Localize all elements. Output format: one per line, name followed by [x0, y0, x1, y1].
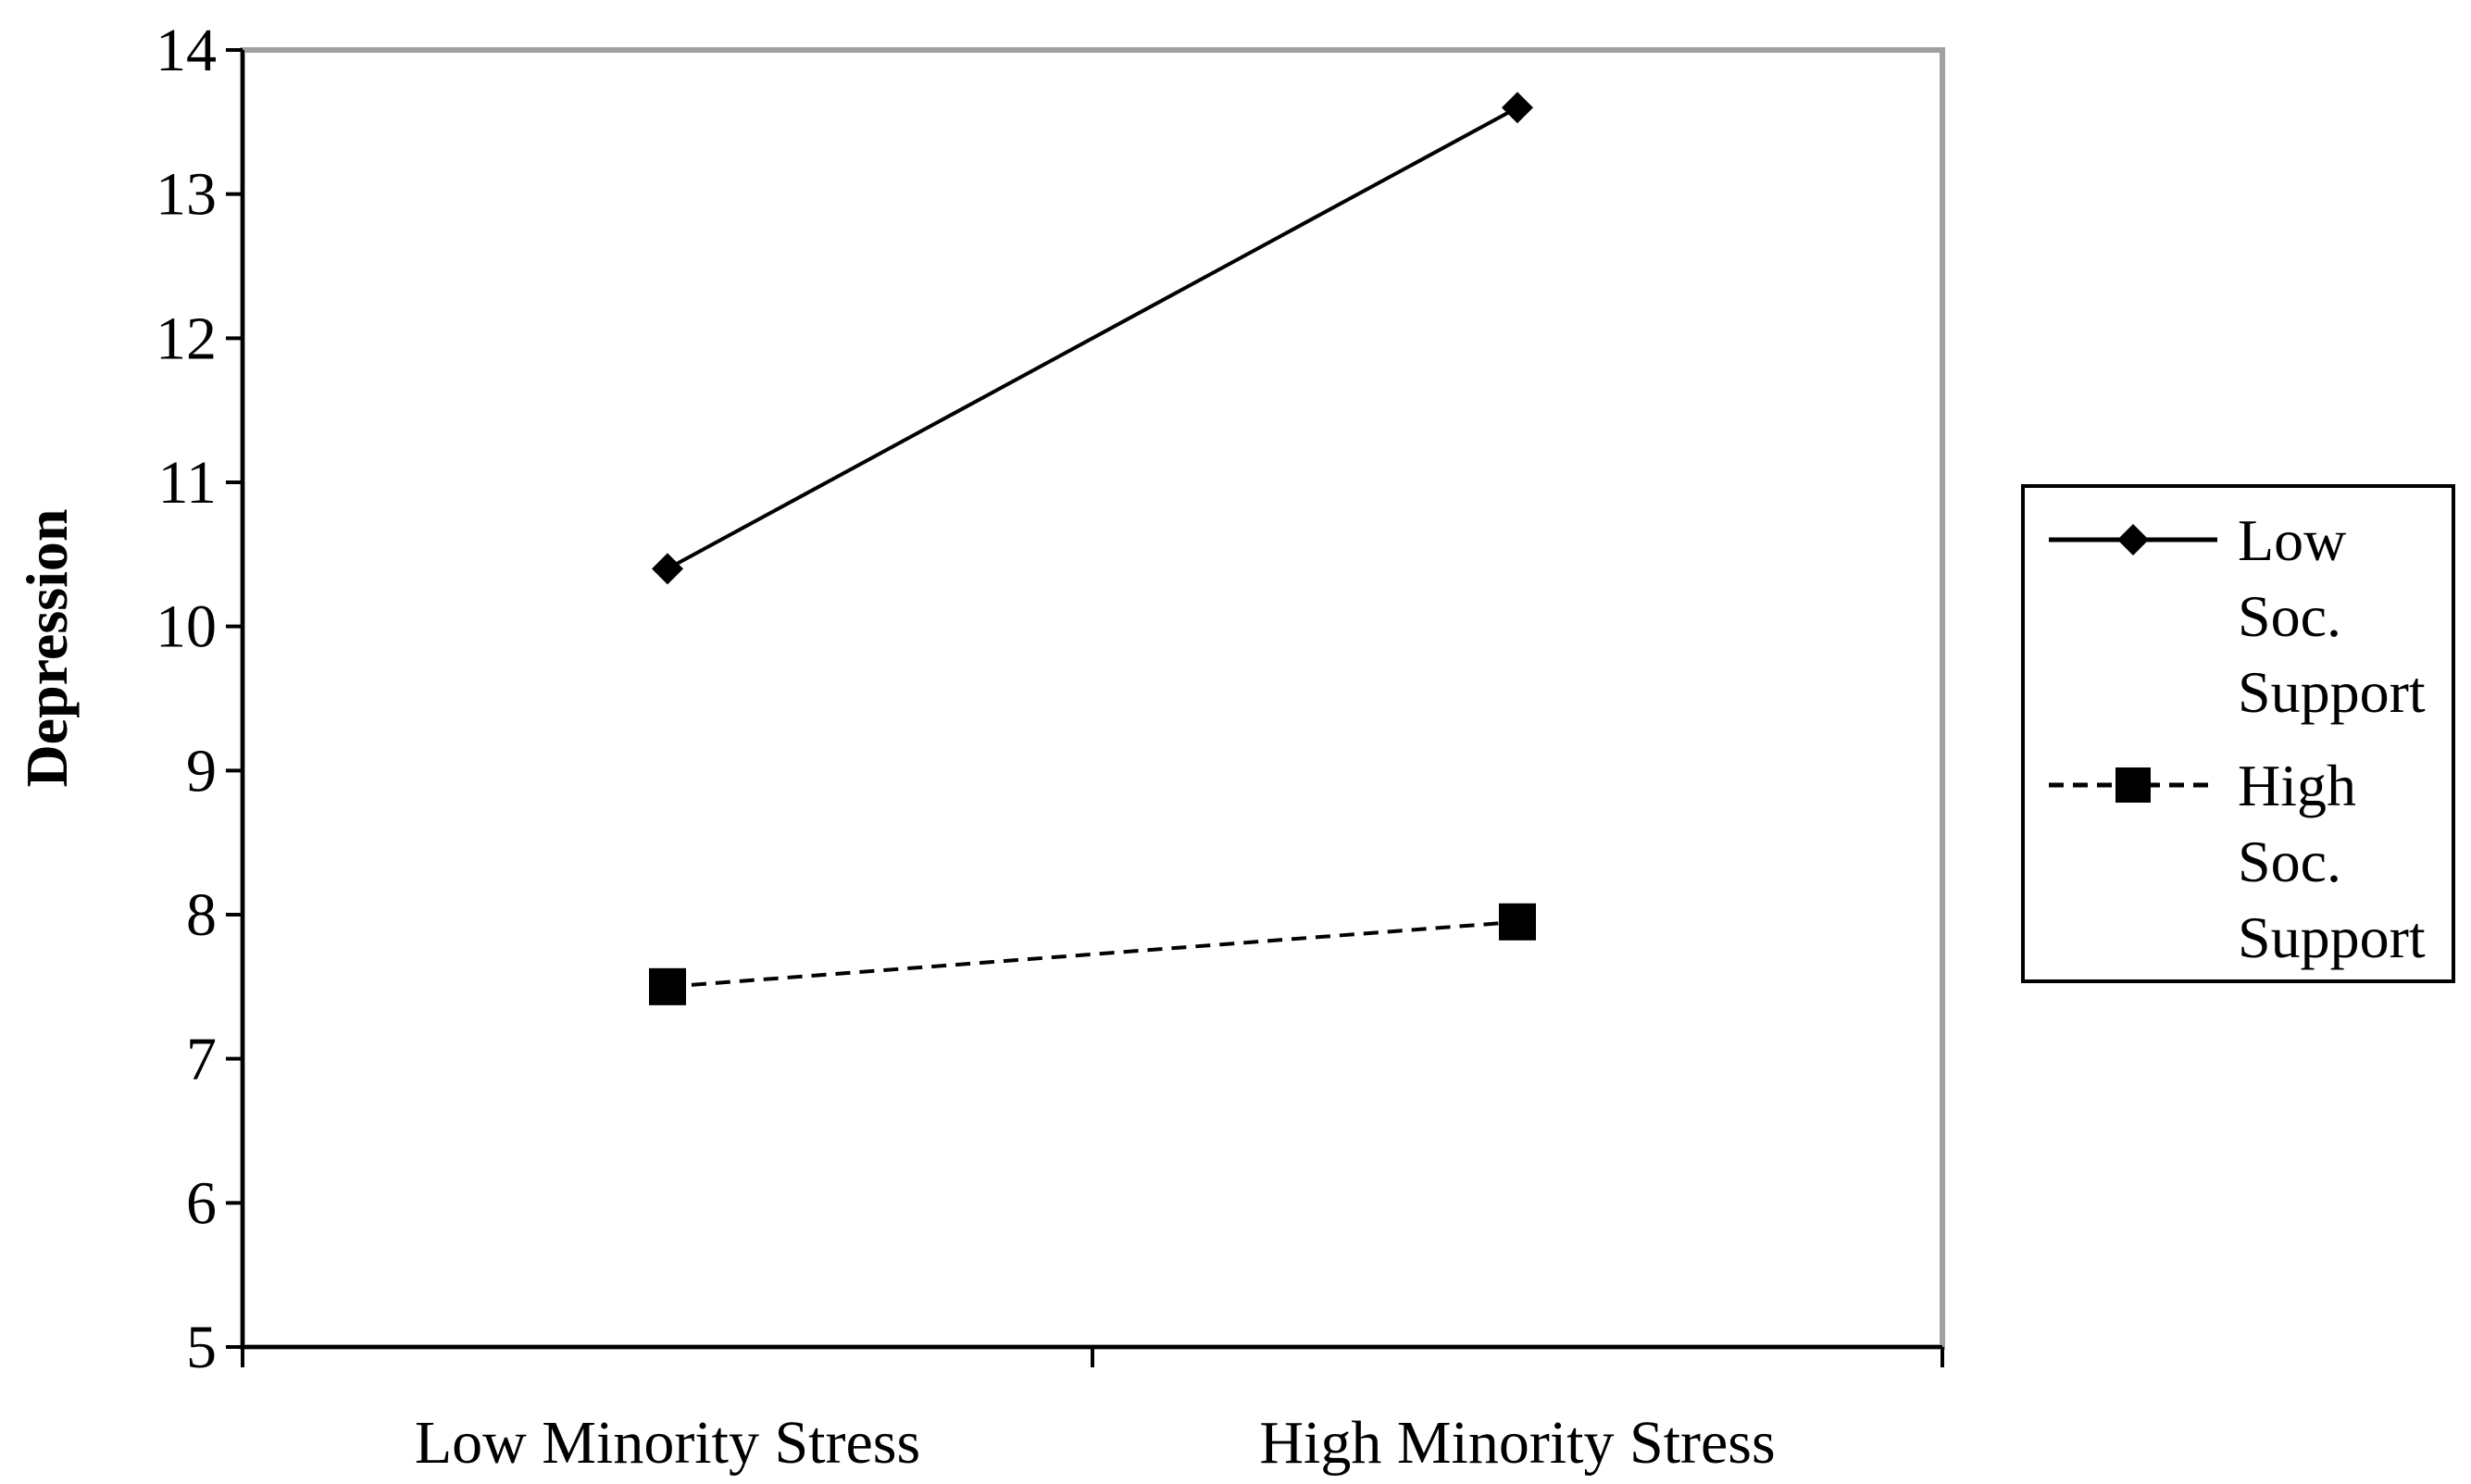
- y-tick-label: 5: [186, 1314, 217, 1381]
- y-axis-title: Depression: [14, 508, 80, 787]
- legend-entry: High Soc. Support: [2049, 753, 2426, 970]
- legend-label: Soc.: [2238, 829, 2341, 894]
- y-tick-label: 14: [156, 17, 217, 84]
- y-tick-label: 6: [186, 1169, 217, 1237]
- legend: Low Soc. Support High Soc. Support: [2021, 484, 2455, 983]
- y-tick-label: 11: [157, 449, 217, 517]
- y-tick-label: 13: [156, 161, 217, 229]
- plot-area: [240, 47, 1945, 1350]
- legend-marker: [2115, 767, 2151, 803]
- y-tick-label: 12: [156, 305, 217, 372]
- legend-box: [2021, 484, 2455, 983]
- data-point: [649, 967, 686, 1005]
- data-point: [1499, 903, 1536, 941]
- y-tick-label: 7: [186, 1026, 217, 1093]
- legend-label: Support: [2238, 904, 2426, 970]
- y-tick-label: 10: [156, 593, 217, 661]
- series-layer: [649, 92, 1536, 1005]
- plot-border: [240, 47, 1945, 1350]
- legend-marker: [2117, 524, 2149, 555]
- series-line: [667, 106, 1518, 571]
- data-point: [1502, 92, 1533, 124]
- x-axis: Low Minority Stress High Minority Stress: [241, 1345, 1944, 1477]
- series-2: [649, 903, 1536, 1005]
- y-tick-label: 9: [186, 737, 217, 804]
- series-1: [652, 92, 1533, 585]
- legend-label: Support: [2238, 659, 2426, 725]
- legend-label: Soc.: [2238, 583, 2341, 649]
- y-axis: 5 6 7 8 9 10 11 12 13 14: [156, 17, 244, 1381]
- data-point: [652, 553, 683, 585]
- x-tick-label: Low Minority Stress: [415, 1409, 920, 1477]
- x-tick-label: High Minority Stress: [1259, 1409, 1775, 1477]
- legend-label: Low: [2238, 507, 2346, 573]
- series-line: [667, 919, 1518, 989]
- y-tick-label: 8: [186, 881, 217, 949]
- legend-label: High: [2238, 753, 2356, 818]
- legend-entry: Low Soc. Support: [2049, 507, 2426, 725]
